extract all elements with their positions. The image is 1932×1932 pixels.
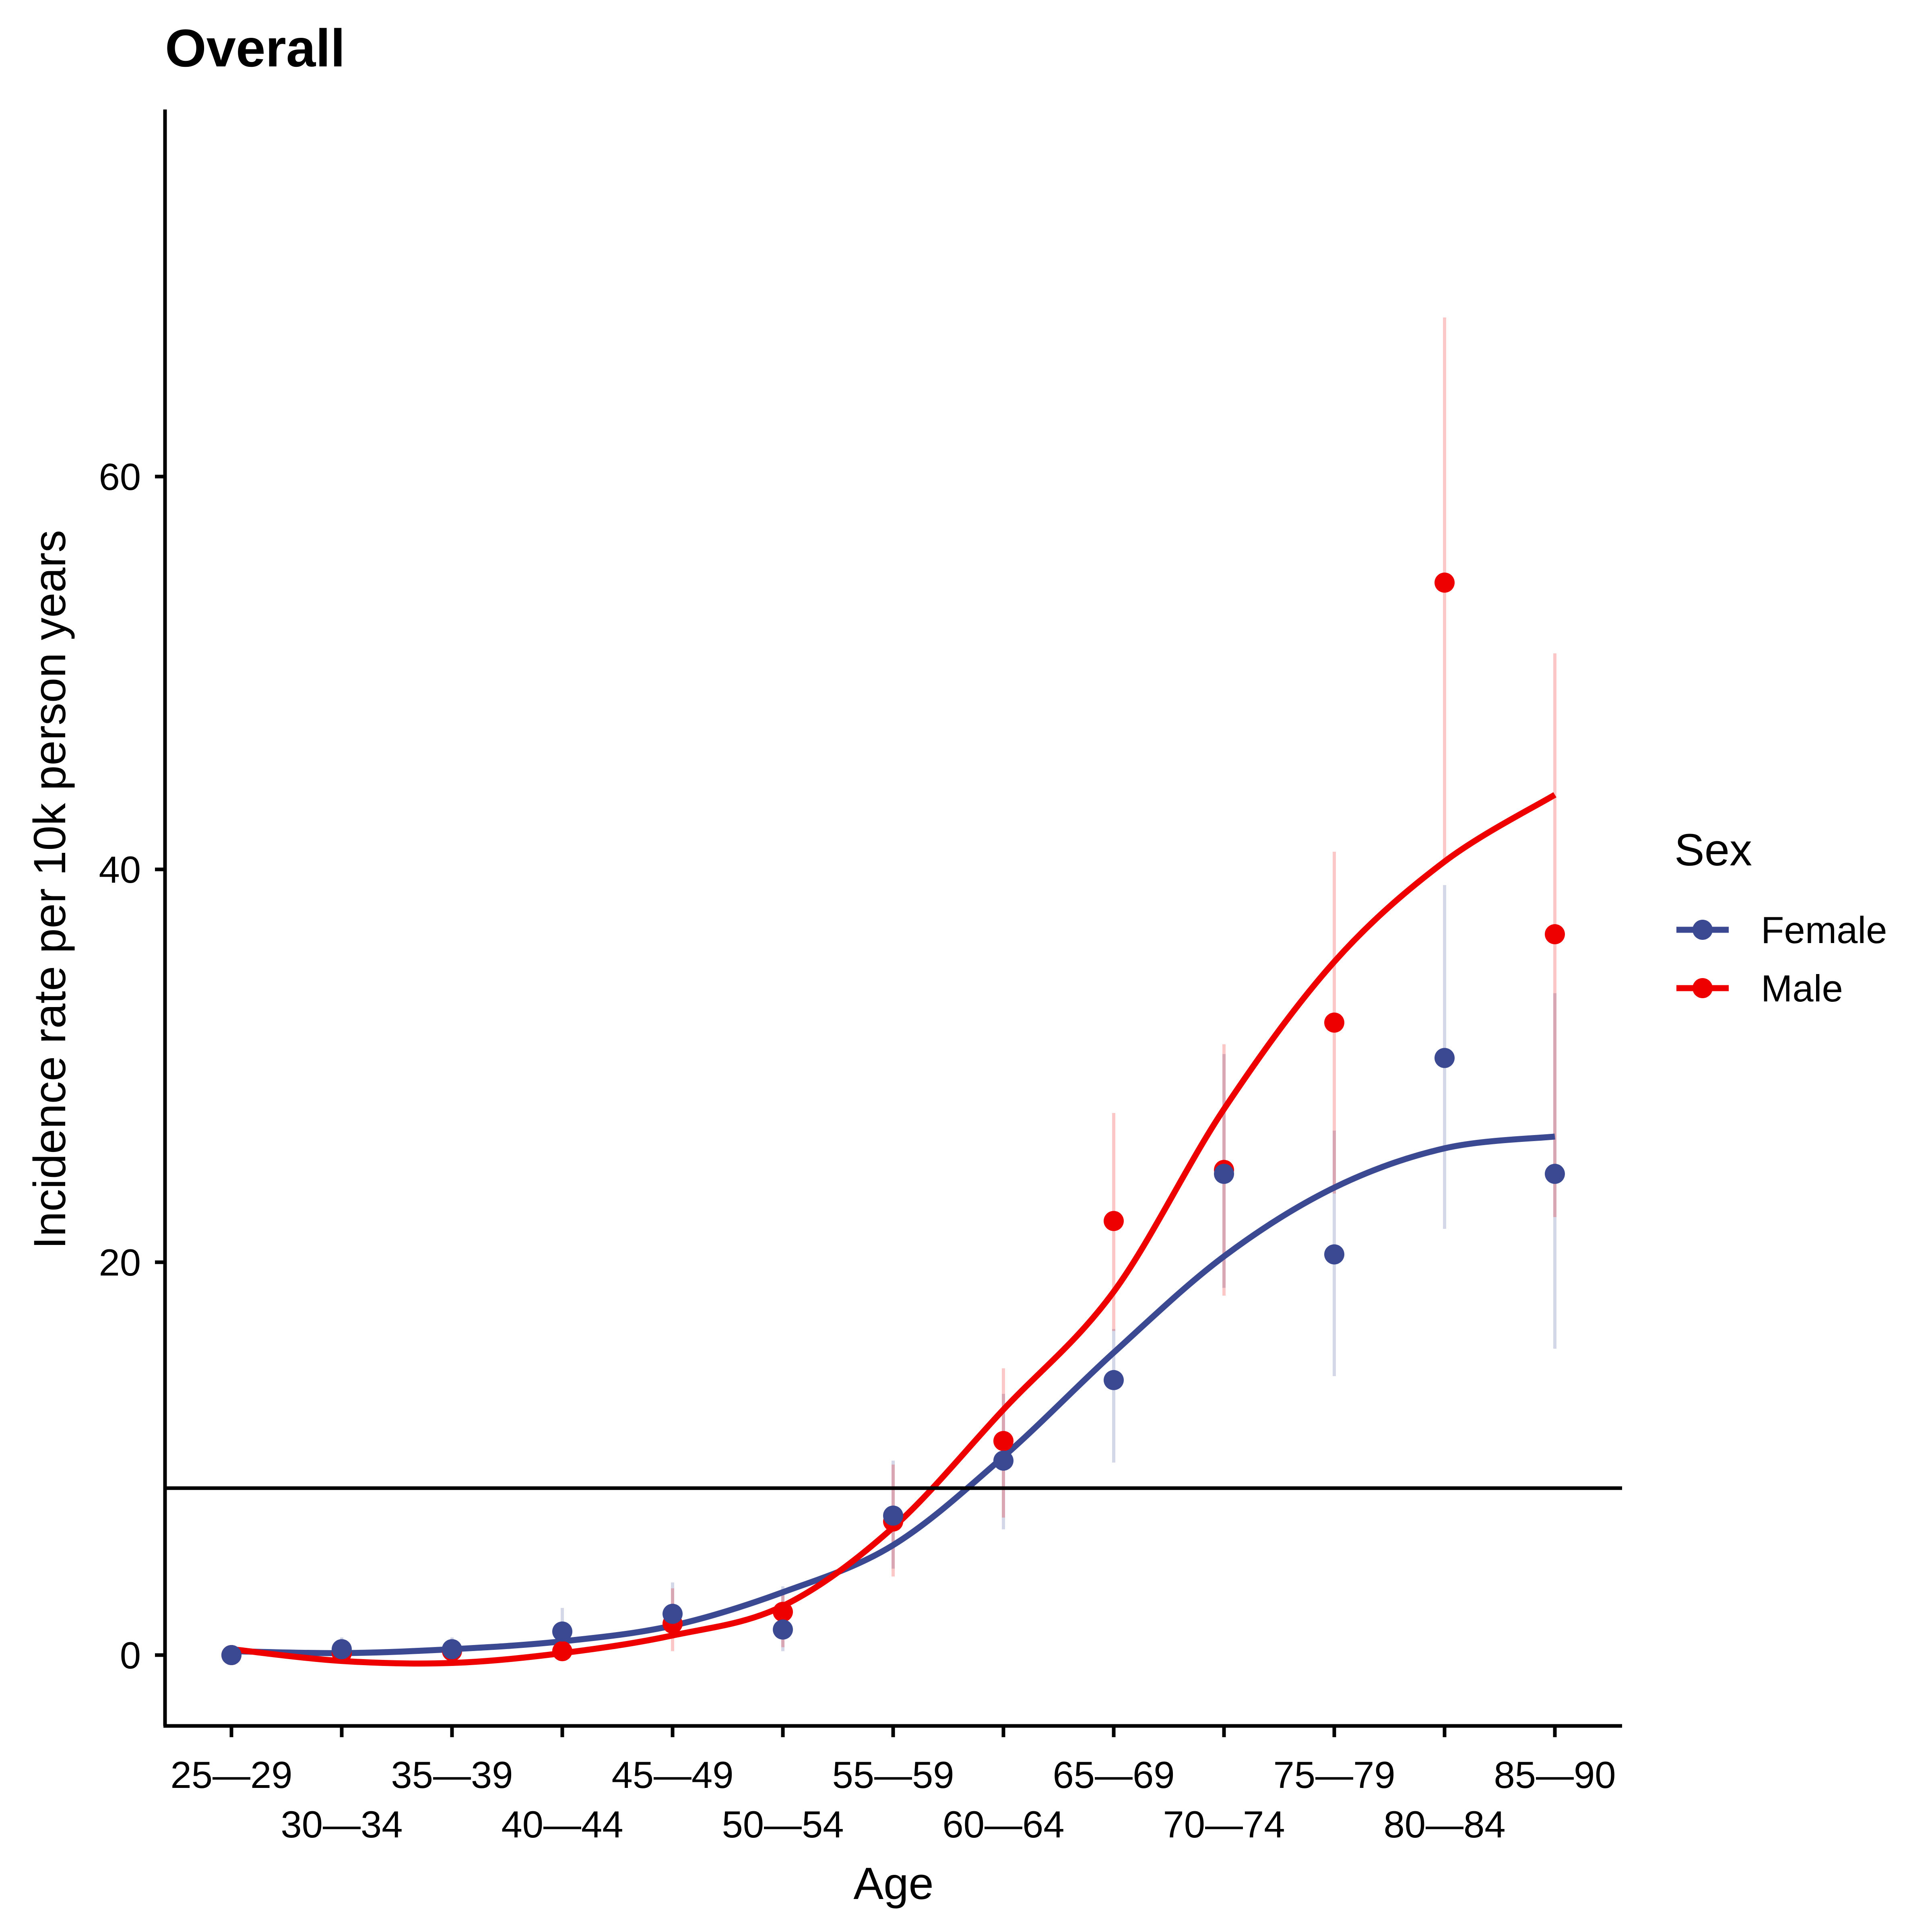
y-tick-label: 20 xyxy=(99,1241,141,1284)
female-data-point xyxy=(993,1450,1013,1471)
female-data-point xyxy=(442,1639,462,1660)
x-tick-label: 65—69 xyxy=(1053,1754,1174,1796)
female-data-point xyxy=(1214,1164,1234,1184)
x-tick-label: 70—74 xyxy=(1163,1803,1285,1845)
x-tick-label: 35—39 xyxy=(391,1754,513,1796)
female-data-point xyxy=(221,1645,242,1665)
female-data-point xyxy=(1435,1048,1455,1068)
legend-item-female: Female xyxy=(1676,909,1887,951)
female-data-point xyxy=(773,1619,793,1640)
female-data-point xyxy=(1545,1164,1565,1184)
legend-title: Sex xyxy=(1674,825,1752,875)
female-data-point xyxy=(332,1639,352,1660)
male-data-point xyxy=(993,1431,1013,1451)
legend-label: Male xyxy=(1761,967,1843,1009)
x-axis-ticks: 25—29 30—34 35—39 40—44 45—49 50—54 55—59 60—64… xyxy=(170,1726,1616,1845)
chart-title: Overall xyxy=(165,19,345,78)
male-smooth-line xyxy=(231,792,1556,1667)
female-data-point xyxy=(883,1505,903,1526)
y-tick-label: 40 xyxy=(99,848,141,891)
female-data-point xyxy=(1104,1370,1124,1390)
male-data-point xyxy=(1435,572,1455,593)
x-tick-label: 45—49 xyxy=(611,1754,733,1796)
x-axis-title: Age xyxy=(853,1858,933,1909)
legend-point-swatch xyxy=(1693,920,1713,940)
confidence-intervals xyxy=(340,317,1556,1655)
legend: Sex Female Male xyxy=(1674,825,1887,1009)
male-data-point xyxy=(552,1641,572,1662)
male-data-point xyxy=(1104,1211,1124,1231)
x-tick-label: 80—84 xyxy=(1383,1803,1505,1845)
x-tick-label: 25—29 xyxy=(170,1754,292,1796)
data-points xyxy=(221,572,1565,1665)
male-data-point xyxy=(1545,924,1565,945)
x-tick-label: 85—90 xyxy=(1494,1754,1616,1796)
y-tick-label: 60 xyxy=(99,456,141,498)
x-tick-label: 50—54 xyxy=(722,1803,844,1845)
x-tick-label: 30—34 xyxy=(281,1803,402,1845)
x-tick-label: 75—79 xyxy=(1273,1754,1395,1796)
legend-item-male: Male xyxy=(1676,967,1843,1009)
legend-point-swatch xyxy=(1693,978,1713,998)
female-data-point xyxy=(1324,1244,1344,1265)
legend-items: Female Male xyxy=(1676,909,1887,1009)
female-data-point xyxy=(552,1621,572,1642)
female-data-point xyxy=(663,1604,683,1624)
x-tick-label: 40—44 xyxy=(501,1803,623,1845)
y-tick-label: 0 xyxy=(120,1634,141,1676)
x-tick-label: 55—59 xyxy=(832,1754,954,1796)
x-tick-label: 60—64 xyxy=(942,1803,1064,1845)
legend-label: Female xyxy=(1761,909,1887,951)
male-data-point xyxy=(1324,1012,1344,1033)
y-axis-ticks: 0 20 40 60 xyxy=(99,456,165,1676)
male-data-point xyxy=(773,1602,793,1622)
y-axis-title: Incidence rate per 10k person years xyxy=(25,530,75,1249)
